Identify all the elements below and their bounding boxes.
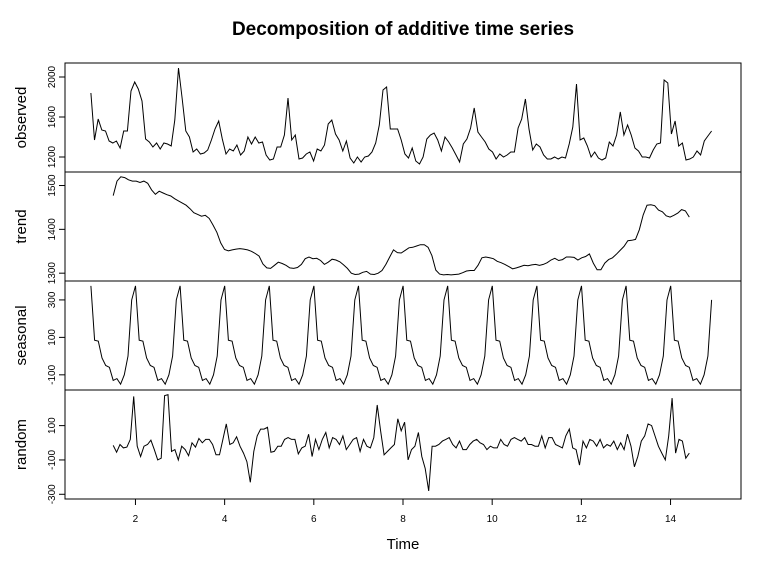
series-line-trend bbox=[112, 176, 690, 276]
panel-box-observed bbox=[64, 62, 742, 173]
panel-label-random: random bbox=[13, 419, 30, 470]
y-tick-label-seasonal-2: 300 bbox=[47, 291, 58, 308]
y-tick-label-seasonal-0: -100 bbox=[47, 364, 58, 384]
panel-label-trend: trend bbox=[13, 209, 30, 243]
series-line-observed bbox=[90, 67, 713, 165]
y-tick-label-trend-1: 1400 bbox=[47, 218, 58, 241]
panel-label-observed: observed bbox=[13, 87, 30, 149]
x-tick-label-2: 6 bbox=[311, 514, 317, 525]
panel-box-random bbox=[64, 389, 742, 500]
x-tick-label-1: 4 bbox=[222, 514, 228, 525]
y-tick-label-seasonal-1: 100 bbox=[47, 329, 58, 346]
x-tick-label-5: 12 bbox=[576, 514, 588, 525]
series-line-seasonal bbox=[90, 285, 713, 386]
series-line-random bbox=[112, 394, 690, 491]
x-tick-label-6: 14 bbox=[665, 514, 677, 525]
panel-box-trend bbox=[64, 171, 742, 282]
panel-box-seasonal bbox=[64, 280, 742, 391]
x-axis-label: Time bbox=[387, 536, 420, 553]
x-tick-label-0: 2 bbox=[133, 514, 139, 525]
x-tick-label-3: 8 bbox=[400, 514, 406, 525]
y-tick-label-trend-0: 1300 bbox=[47, 262, 58, 285]
panel-label-seasonal: seasonal bbox=[13, 305, 30, 365]
y-tick-label-observed-1: 1600 bbox=[47, 105, 58, 128]
chart-title: Decomposition of additive time series bbox=[232, 19, 574, 40]
y-tick-label-random-1: -100 bbox=[47, 450, 58, 470]
y-tick-label-trend-2: 1500 bbox=[47, 174, 58, 197]
panels-group: 1200 1600 2000 observed 1300 1400 1500 trend -10… bbox=[13, 62, 742, 504]
x-tick-label-4: 10 bbox=[487, 514, 499, 525]
y-tick-label-observed-0: 1200 bbox=[47, 145, 58, 168]
x-axis: 2 4 6 8 10 12 14 bbox=[133, 498, 677, 525]
y-tick-label-random-2: 100 bbox=[47, 417, 58, 434]
y-tick-label-observed-2: 2000 bbox=[47, 65, 58, 88]
y-tick-label-random-0: -300 bbox=[47, 484, 58, 504]
